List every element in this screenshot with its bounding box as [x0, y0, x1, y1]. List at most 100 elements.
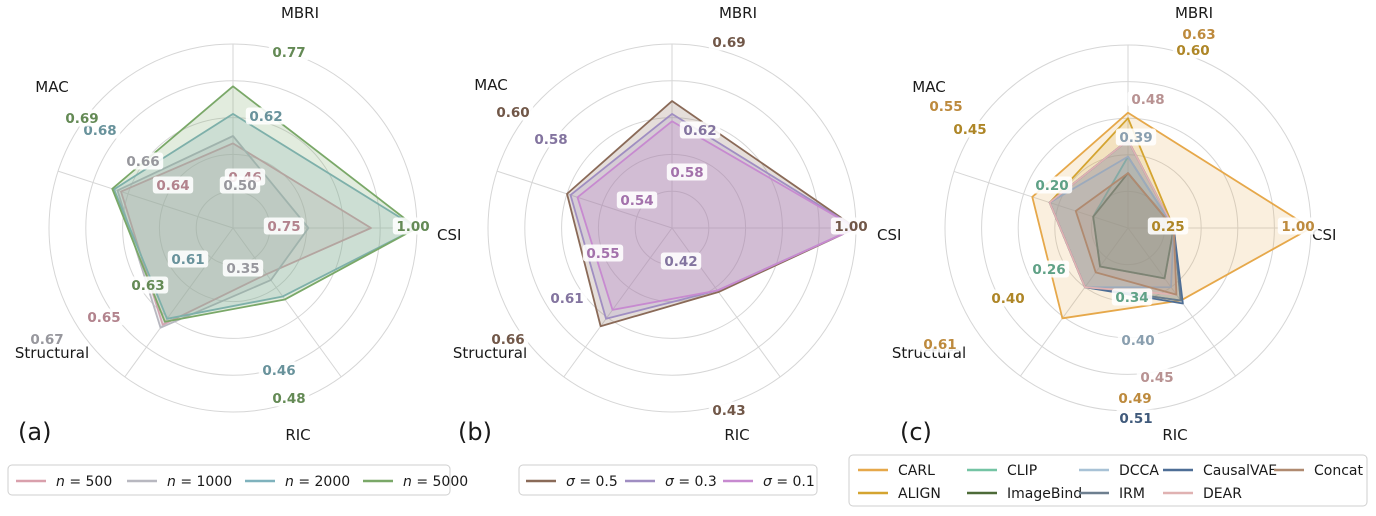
value-label-bg: [616, 191, 658, 209]
value-label-text: 0.54: [620, 193, 653, 209]
legend-entry-n-2000: n = 2000: [245, 474, 350, 490]
value-label-carl-csi: 1.00: [1277, 217, 1319, 235]
legend-entry-dear: DEAR: [1163, 486, 1242, 502]
value-label-n-1000-mbri: 0.50: [219, 176, 261, 194]
axis-label-ric: RIC: [724, 426, 749, 444]
value-label-n-5000-structural: 0.63: [127, 276, 169, 294]
value-label-text: 0.75: [267, 219, 300, 235]
legend-label: n = 500: [56, 474, 112, 490]
value-label-text: 0.48: [272, 391, 305, 407]
value-label-bg: [949, 120, 991, 138]
value-label-clip-ric: 0.34: [1111, 288, 1153, 306]
value-label-bg: [61, 109, 103, 127]
value-label-bg: [1117, 331, 1159, 349]
legend-label: σ = 0.5: [566, 474, 618, 490]
value-label-align-structural: 0.40: [987, 289, 1029, 307]
value-label-n-1000-structural: 0.67: [26, 330, 68, 348]
value-label-0-5-structural: 0.66: [487, 330, 529, 348]
value-label-bg: [26, 330, 68, 348]
value-label-n-500-structural: 0.65: [83, 308, 125, 326]
legend-label: DEAR: [1203, 486, 1242, 502]
legend-label: σ = 0.3: [665, 474, 717, 490]
value-label-dcca-ric: 0.40: [1117, 331, 1159, 349]
value-label-text: 0.69: [712, 35, 745, 51]
value-label-text: 0.26: [1032, 262, 1065, 278]
legend-label: CARL: [898, 463, 935, 479]
value-label-text: 0.62: [683, 123, 716, 139]
value-label-text: 0.49: [1118, 391, 1151, 407]
value-label-text: 0.65: [87, 310, 120, 326]
value-label-text: 0.46: [262, 363, 295, 379]
value-label-bg: [925, 97, 967, 115]
value-label-text: 0.48: [1131, 92, 1164, 108]
value-label-text: 0.58: [534, 132, 567, 148]
value-label-text: 0.60: [1176, 43, 1209, 59]
value-label-0-5-mac: 0.60: [492, 103, 534, 121]
radar-panel-2: MBRI CSI RIC Structural MAC (b) 0.69 0.62 0.58 1.…: [453, 4, 902, 446]
value-label-text: 0.42: [664, 254, 697, 270]
value-label-text: 0.66: [126, 154, 159, 170]
legend-entry-0-5: σ = 0.5: [526, 474, 618, 490]
value-label-n-1000-ric: 0.35: [222, 259, 264, 277]
value-label-text: 0.67: [30, 332, 63, 348]
value-label-bg: [679, 121, 721, 139]
value-label-bg: [919, 335, 961, 353]
value-label-bg: [708, 401, 750, 419]
value-label-text: 0.40: [1121, 333, 1154, 349]
legend-label: n = 1000: [167, 474, 232, 490]
value-label-text: 0.43: [712, 403, 745, 419]
value-label-text: 0.77: [272, 45, 305, 61]
axis-label-mbri: MBRI: [1175, 4, 1213, 22]
value-label-text: 1.00: [834, 219, 867, 235]
value-label-dear-mbri: 0.48: [1127, 90, 1169, 108]
value-label-bg: [1114, 389, 1156, 407]
value-label-dcca-mbri: 0.39: [1115, 128, 1157, 146]
value-label-n-5000-mac: 0.69: [61, 109, 103, 127]
legend-entry-n-5000: n = 5000: [363, 474, 468, 490]
value-label-clip-mac: 0.20: [1031, 176, 1073, 194]
value-label-text: 0.62: [249, 109, 282, 125]
value-label-bg: [582, 244, 624, 262]
value-label-text: 0.50: [223, 178, 256, 194]
legend-label: n = 5000: [403, 474, 468, 490]
legend-entry-n-500: n = 500: [16, 474, 112, 490]
value-label-bg: [167, 250, 209, 268]
value-label-align-csi: 0.25: [1147, 217, 1189, 235]
value-label-bg: [1178, 25, 1220, 43]
value-label-bg: [122, 152, 164, 170]
value-label-0-5-csi: 1.00: [830, 217, 872, 235]
value-label-0-3-structural: 0.61: [546, 289, 588, 307]
value-label-bg: [1147, 217, 1189, 235]
legend-label: Concat: [1314, 463, 1363, 479]
value-label-text: 0.61: [550, 291, 583, 307]
value-label-bg: [1172, 41, 1214, 59]
legend-label: ImageBind: [1007, 486, 1082, 502]
value-label-align-mac: 0.45: [949, 120, 991, 138]
value-label-bg: [152, 176, 194, 194]
value-label-bg: [487, 330, 529, 348]
legend-frame: [518, 464, 818, 496]
value-label-n-5000-csi: 1.00: [392, 217, 434, 235]
value-label-bg: [666, 163, 708, 181]
value-label-text: 0.40: [991, 291, 1024, 307]
series-0-1-polygon: [576, 120, 857, 311]
value-label-bg: [1127, 90, 1169, 108]
value-label-text: 0.63: [1182, 27, 1215, 43]
value-label-carl-mbri: 0.63: [1178, 25, 1220, 43]
spoke-mac: [57, 170, 234, 229]
axis-label-ric: RIC: [1162, 426, 1187, 444]
spoke-mac: [496, 170, 673, 229]
value-label-text: 0.61: [923, 337, 956, 353]
radar-panel-3: MBRICSIRICStructuralMAC(c)0.630.600.480.…: [892, 4, 1337, 446]
legend-entry-0-3: σ = 0.3: [625, 474, 717, 490]
series-dcca-polygon: [1048, 155, 1175, 289]
radar-panel-1: MBRI CSI RIC Structural MAC (a) 0.46 0.50 0.62 0.…: [15, 4, 462, 446]
value-label-0-1-mbri: 0.58: [666, 163, 708, 181]
value-label-bg: [263, 217, 305, 235]
axis-label-ric: RIC: [285, 426, 310, 444]
value-label-text: 0.55: [586, 246, 619, 262]
value-label-text: 0.45: [953, 122, 986, 138]
legend-entry-concat: Concat: [1274, 463, 1363, 479]
value-label-clip-structural: 0.26: [1028, 260, 1070, 278]
